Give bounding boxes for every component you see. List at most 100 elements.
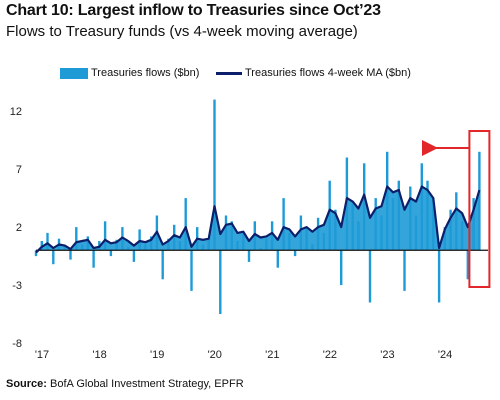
x-tick-label: '24 bbox=[438, 349, 452, 361]
flow-bar bbox=[409, 186, 412, 251]
flow-bar bbox=[213, 99, 216, 251]
source-text: BofA Global Investment Strategy, EPFR bbox=[46, 378, 244, 390]
flow-bar bbox=[397, 180, 400, 251]
flow-bar bbox=[276, 250, 279, 268]
flow-bar bbox=[34, 250, 38, 257]
flow-bar bbox=[443, 227, 446, 251]
flow-bar bbox=[52, 250, 55, 265]
flow-bar bbox=[253, 221, 256, 251]
x-tick-label: '23 bbox=[380, 349, 394, 361]
flow-bar bbox=[201, 244, 205, 251]
flow-bar bbox=[75, 227, 78, 251]
flow-bar bbox=[460, 221, 464, 251]
flow-bar bbox=[449, 209, 452, 251]
flow-bar bbox=[144, 244, 147, 251]
flow-bar bbox=[328, 180, 331, 251]
x-tick-label: '20 bbox=[208, 349, 222, 361]
highlight-box bbox=[468, 130, 491, 288]
legend-item-ma: Treasuries flows 4-week MA ($bn) bbox=[216, 67, 411, 79]
ma-area bbox=[36, 186, 480, 253]
flow-bar bbox=[432, 198, 435, 251]
flow-bar bbox=[178, 241, 182, 251]
y-tick-label: 12 bbox=[10, 106, 22, 118]
flow-bar bbox=[86, 236, 89, 251]
flow-bar bbox=[270, 221, 274, 251]
flow-bar bbox=[478, 151, 481, 251]
flow-bar bbox=[150, 236, 153, 251]
source-label: Source: bbox=[6, 378, 47, 390]
flow-bar bbox=[63, 246, 66, 251]
chart-title: Chart 10: Largest inflow to Treasuries s… bbox=[6, 2, 381, 19]
flow-bar bbox=[259, 248, 262, 251]
y-tick-label: -3 bbox=[12, 280, 22, 292]
flow-bar bbox=[363, 163, 366, 251]
flow-bar bbox=[391, 198, 395, 251]
flow-bar bbox=[219, 250, 222, 314]
flow-bar bbox=[316, 217, 320, 251]
flow-bar bbox=[46, 232, 49, 251]
legend-swatch-line bbox=[216, 71, 242, 75]
flow-bar bbox=[403, 250, 406, 291]
flow-bar bbox=[340, 250, 343, 286]
flow-bar bbox=[380, 215, 383, 251]
legend-swatch-bar bbox=[60, 67, 88, 79]
y-tick-label: -8 bbox=[12, 338, 22, 350]
y-tick-label: 2 bbox=[16, 222, 22, 234]
flow-bar bbox=[69, 250, 72, 260]
flow-bar bbox=[311, 244, 314, 251]
x-tick-label: '22 bbox=[323, 349, 337, 361]
x-tick-label: '17 bbox=[35, 349, 49, 361]
flow-bar bbox=[414, 215, 418, 251]
flow-bar bbox=[265, 238, 268, 251]
flow-bar bbox=[466, 250, 469, 280]
flow-bar bbox=[236, 241, 239, 251]
flow-bar bbox=[242, 232, 245, 251]
flow-bar bbox=[80, 244, 84, 251]
flow-bar bbox=[207, 238, 210, 251]
flow-bar bbox=[92, 250, 95, 268]
flow-bar bbox=[109, 250, 113, 257]
flow-bar bbox=[437, 250, 441, 303]
flow-bar bbox=[282, 198, 285, 251]
flow-bar bbox=[184, 198, 187, 251]
flow-bar bbox=[345, 157, 349, 251]
flow-bar bbox=[247, 250, 251, 262]
flow-bar bbox=[126, 246, 130, 251]
flow-bar bbox=[103, 221, 107, 251]
flow-bar bbox=[224, 215, 228, 251]
legend-label-ma: Treasuries flows 4-week MA ($bn) bbox=[245, 67, 411, 79]
flow-bar bbox=[115, 239, 118, 251]
flow-bar bbox=[230, 221, 233, 251]
legend-label-treasuries-flows: Treasuries flows ($bn) bbox=[91, 67, 200, 79]
legend-item-treasuries-flows: Treasuries flows ($bn) bbox=[60, 67, 199, 79]
flow-bar bbox=[472, 198, 475, 251]
flow-bar bbox=[322, 232, 326, 251]
x-tick-label: '21 bbox=[265, 349, 279, 361]
x-tick-label: '19 bbox=[150, 349, 164, 361]
flow-bar bbox=[455, 192, 458, 251]
flow-bar bbox=[293, 250, 297, 257]
flow-bar bbox=[357, 221, 360, 251]
flow-bar bbox=[173, 224, 176, 251]
chart-subtitle: Flows to Treasury funds (vs 4-week movin… bbox=[6, 23, 358, 40]
flow-bar bbox=[299, 215, 303, 251]
flow-bar bbox=[334, 209, 337, 251]
flow-bar bbox=[368, 250, 372, 303]
flow-bar bbox=[305, 227, 308, 251]
flow-bar bbox=[351, 203, 354, 251]
flow-bar bbox=[288, 232, 291, 251]
flow-bar bbox=[132, 250, 136, 262]
flow-bar bbox=[138, 229, 141, 251]
y-tick-label: 7 bbox=[16, 164, 22, 176]
flow-bar bbox=[161, 250, 164, 280]
source-note: Source: BofA Global Investment Strategy,… bbox=[6, 378, 244, 390]
flow-bar bbox=[190, 250, 193, 291]
flow-bar bbox=[420, 163, 423, 251]
x-tick-label: '18 bbox=[92, 349, 106, 361]
ma-line bbox=[35, 185, 481, 254]
flow-bar bbox=[426, 180, 429, 251]
flow-bar bbox=[167, 238, 170, 251]
flow-bar bbox=[386, 151, 389, 251]
flow-bar bbox=[374, 198, 377, 251]
